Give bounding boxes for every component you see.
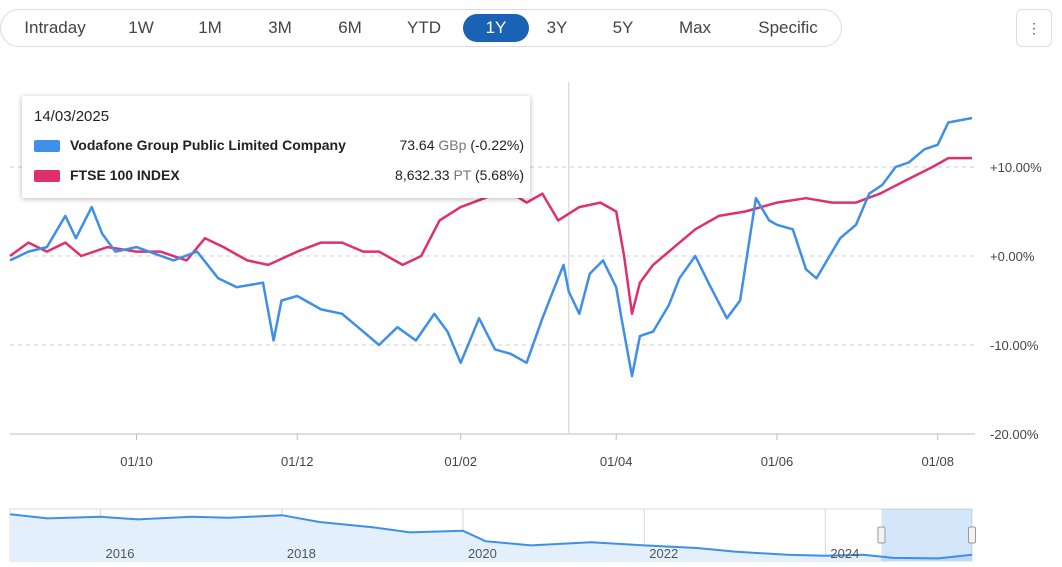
- y-axis: +10.00% +0.00% -10.00% -20.00%: [990, 160, 1042, 442]
- navigator-area: [10, 514, 972, 561]
- range-option-ytd[interactable]: YTD: [407, 18, 441, 37]
- navigator-x-axis: 2016 2018 2020 2022 2024: [106, 546, 860, 561]
- x-tick-label: 01/04: [600, 454, 633, 469]
- range-option-1y[interactable]: 1Y: [463, 14, 529, 42]
- x-tick-label: 01/08: [921, 454, 954, 469]
- y-tick-label: +0.00%: [990, 249, 1035, 264]
- tooltip-series-value: 73.64 GBp (-0.22%): [399, 137, 524, 153]
- tooltip-value-unit: GBp: [438, 137, 467, 153]
- y-tick-label: -10.00%: [990, 338, 1039, 353]
- x-axis: 01/10 01/12 01/02 01/04 01/06 01/08: [120, 434, 954, 469]
- range-option-1m[interactable]: 1M: [198, 18, 222, 37]
- navigator-x-tick-label: 2024: [830, 546, 859, 561]
- navigator-selection: [877, 509, 976, 561]
- tooltip-row-vodafone: Vodafone Group Public Limited Company 73…: [34, 136, 524, 156]
- navigator-handle-right: [968, 526, 976, 544]
- navigator-chart[interactable]: 2016 2018 2020 2022 2024: [0, 505, 1062, 565]
- x-tick-label: 01/12: [281, 454, 314, 469]
- navigator-series: [9, 513, 973, 561]
- tooltip-series-name: Vodafone Group Public Limited Company: [70, 137, 346, 153]
- range-selector: Intraday 1W 1M 3M 6M YTD 1Y 3Y 5Y Max Specific: [0, 9, 842, 47]
- series-swatch-ftse: [34, 170, 60, 182]
- tooltip-value-change: (-0.22%): [470, 137, 524, 153]
- range-option-3m[interactable]: 3M: [268, 18, 292, 37]
- tooltip-series-value: 8,632.33 PT (5.68%): [395, 167, 524, 183]
- tooltip-value-unit: PT: [453, 167, 472, 183]
- navigator-line: [9, 513, 973, 560]
- kebab-menu-button[interactable]: ⋮: [1016, 9, 1052, 47]
- navigator-x-tick-label: 2020: [468, 546, 497, 561]
- range-option-5y[interactable]: 5Y: [612, 18, 634, 37]
- tooltip-value-number: 8,632.33: [395, 167, 450, 183]
- range-option-specific[interactable]: Specific: [758, 18, 818, 37]
- tooltip-value-change: (5.68%): [474, 167, 524, 183]
- range-option-3y[interactable]: 3Y: [546, 18, 568, 37]
- tooltip-value-number: 73.64: [399, 137, 435, 153]
- range-option-intraday[interactable]: Intraday: [24, 18, 86, 37]
- range-option-max[interactable]: Max: [678, 18, 712, 37]
- series-line-vodafone: [9, 116, 973, 378]
- navigator-x-tick-label: 2022: [649, 546, 678, 561]
- range-option-6m[interactable]: 6M: [338, 18, 362, 37]
- y-tick-label: +10.00%: [990, 160, 1042, 175]
- grid: [10, 166, 975, 435]
- x-tick-label: 01/06: [761, 454, 794, 469]
- y-tick-label: -20.00%: [990, 427, 1039, 442]
- tooltip-row-ftse: FTSE 100 INDEX 8,632.33 PT (5.68%): [34, 166, 524, 186]
- series-swatch-vodafone: [34, 140, 60, 152]
- x-tick-label: 01/02: [444, 454, 477, 469]
- tooltip-series-name: FTSE 100 INDEX: [70, 167, 180, 183]
- navigator-handle-left: [877, 526, 886, 544]
- x-tick-label: 01/10: [120, 454, 153, 469]
- navigator-selection-window: [881, 509, 972, 561]
- navigator-x-tick-label: 2016: [106, 546, 135, 561]
- kebab-menu-icon: ⋮: [1027, 20, 1041, 36]
- navigator-x-tick-label: 2018: [287, 546, 316, 561]
- tooltip-date: 14/03/2025: [34, 108, 110, 125]
- range-option-1w[interactable]: 1W: [128, 18, 154, 37]
- data-tooltip: 14/03/2025 Vodafone Group Public Limited…: [22, 96, 530, 198]
